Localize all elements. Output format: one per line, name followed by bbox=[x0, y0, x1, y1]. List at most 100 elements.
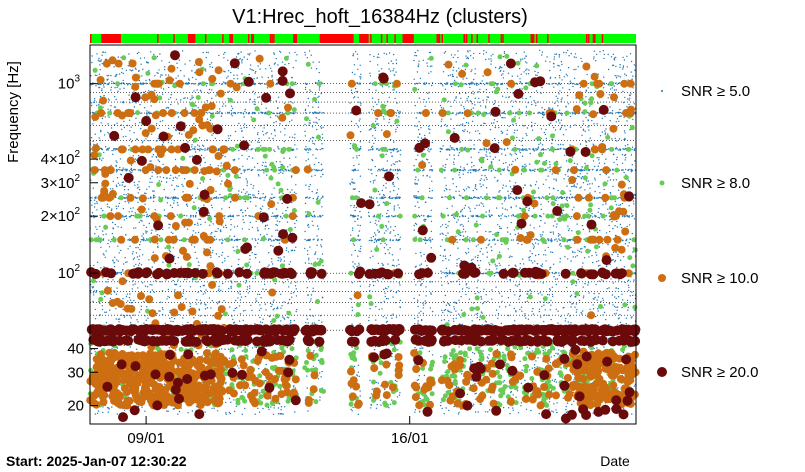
point-snr-0 bbox=[569, 217, 572, 220]
point-snr-0 bbox=[549, 196, 551, 199]
point-snr-0 bbox=[385, 224, 387, 227]
point-snr-0 bbox=[598, 159, 600, 161]
point-snr-0 bbox=[526, 127, 529, 129]
point-snr-0 bbox=[270, 321, 272, 323]
point-snr-0 bbox=[556, 411, 558, 414]
point-snr-0 bbox=[501, 213, 504, 215]
point-snr-0 bbox=[230, 113, 232, 115]
point-snr-0 bbox=[497, 141, 500, 144]
point-snr-0 bbox=[92, 286, 95, 288]
point-snr-0 bbox=[615, 82, 617, 84]
point-snr-0 bbox=[579, 187, 581, 189]
point-snr-0 bbox=[430, 197, 433, 199]
point-snr-0 bbox=[514, 320, 516, 322]
point-snr-0 bbox=[480, 185, 482, 188]
point-snr-0 bbox=[117, 182, 120, 184]
point-snr-0 bbox=[357, 126, 360, 128]
point-snr-0 bbox=[595, 90, 597, 93]
point-snr-0 bbox=[555, 381, 557, 383]
point-snr-0 bbox=[360, 216, 362, 218]
point-snr-0 bbox=[172, 177, 175, 179]
point-snr-0 bbox=[471, 120, 474, 123]
point-snr-0 bbox=[234, 130, 237, 133]
point-snr-0 bbox=[251, 112, 253, 115]
point-snr-0 bbox=[176, 185, 178, 187]
point-snr-0 bbox=[478, 91, 480, 93]
point-snr-0 bbox=[357, 96, 359, 99]
point-snr-0 bbox=[609, 120, 611, 122]
point-snr-0 bbox=[128, 296, 131, 299]
point-snr-0 bbox=[195, 78, 197, 81]
point-snr-0 bbox=[282, 282, 285, 284]
point-snr-0 bbox=[627, 169, 629, 171]
point-snr-0 bbox=[538, 239, 540, 242]
point-snr-0 bbox=[485, 151, 488, 153]
point-snr-0 bbox=[108, 147, 111, 149]
point-snr-0 bbox=[241, 413, 243, 415]
point-snr-0 bbox=[199, 218, 202, 221]
point-snr-0 bbox=[541, 86, 543, 89]
point-snr-0 bbox=[600, 279, 603, 281]
point-snr-0 bbox=[376, 56, 379, 58]
point-snr-0 bbox=[90, 104, 93, 107]
point-snr-0 bbox=[468, 169, 470, 172]
point-snr-0 bbox=[428, 151, 430, 153]
state-bar-off-tick bbox=[601, 34, 604, 43]
point-snr-0 bbox=[158, 69, 160, 71]
point-snr-0 bbox=[187, 321, 189, 324]
point-snr-0 bbox=[267, 266, 269, 268]
point-snr-0 bbox=[446, 188, 448, 191]
point-snr-0 bbox=[424, 105, 426, 108]
point-snr-0 bbox=[448, 220, 450, 223]
point-snr-0 bbox=[428, 72, 430, 75]
point-snr-0 bbox=[482, 53, 485, 55]
point-snr-0 bbox=[628, 180, 631, 183]
point-snr-0 bbox=[194, 82, 197, 85]
point-snr-0 bbox=[265, 363, 267, 366]
point-snr-0 bbox=[350, 239, 352, 242]
point-snr-0 bbox=[278, 242, 281, 244]
point-snr-0 bbox=[379, 168, 381, 171]
point-snr-0 bbox=[628, 286, 630, 289]
point-snr-0 bbox=[499, 264, 501, 266]
point-snr-0 bbox=[233, 239, 236, 242]
point-snr-0 bbox=[597, 216, 599, 219]
point-snr-0 bbox=[553, 276, 555, 278]
point-snr-0 bbox=[211, 97, 213, 100]
point-snr-0 bbox=[566, 239, 569, 241]
point-snr-0 bbox=[373, 214, 376, 217]
point-snr-0 bbox=[447, 282, 450, 285]
point-snr-0 bbox=[317, 258, 319, 260]
point-snr-0 bbox=[555, 197, 558, 199]
point-snr-0 bbox=[584, 189, 586, 191]
point-snr-0 bbox=[104, 311, 106, 313]
point-snr-0 bbox=[500, 218, 502, 220]
point-snr-0 bbox=[138, 79, 141, 82]
point-snr-0 bbox=[421, 279, 423, 281]
point-snr-0 bbox=[620, 169, 623, 171]
point-snr-0 bbox=[192, 230, 194, 232]
point-snr-0 bbox=[204, 303, 206, 305]
point-snr-0 bbox=[211, 89, 213, 91]
point-snr-0 bbox=[186, 215, 188, 217]
point-snr-0 bbox=[254, 413, 256, 415]
point-snr-0 bbox=[238, 111, 240, 114]
point-snr-0 bbox=[113, 265, 116, 268]
point-snr-0 bbox=[250, 183, 252, 186]
point-snr-0 bbox=[167, 141, 170, 144]
point-snr-0 bbox=[261, 76, 263, 78]
point-snr-0 bbox=[107, 74, 110, 77]
point-snr-0 bbox=[96, 281, 98, 283]
point-snr-0 bbox=[357, 218, 359, 221]
point-snr-0 bbox=[374, 165, 376, 168]
point-snr-0 bbox=[374, 179, 376, 181]
point-snr-0 bbox=[369, 54, 371, 56]
point-snr-0 bbox=[268, 228, 270, 230]
point-snr-0 bbox=[592, 168, 594, 171]
point-snr-0 bbox=[414, 411, 416, 413]
point-snr-0 bbox=[140, 264, 143, 266]
point-snr-0 bbox=[414, 323, 416, 325]
point-snr-0 bbox=[555, 352, 557, 355]
point-snr-0 bbox=[458, 291, 461, 293]
point-snr-0 bbox=[526, 134, 528, 137]
